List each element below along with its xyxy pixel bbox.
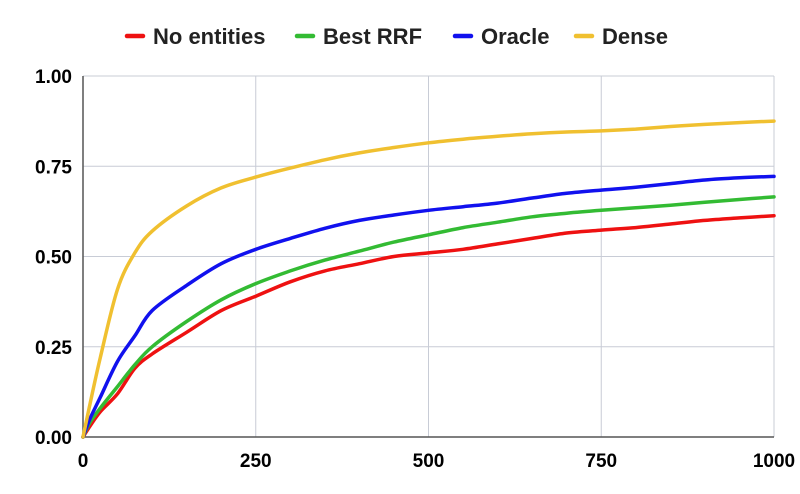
y-tick-label: 0.25 [35,338,72,359]
legend-item-best-rrf[interactable]: Best RRF [294,24,422,49]
series-line-dense [81,119,776,439]
x-tick-label: 1000 [753,451,795,472]
series-line-no-entities [81,213,776,439]
x-tick-label: 500 [413,451,445,472]
series-lines [81,119,776,439]
tick-labels: 0.00 0.25 0.50 0.75 1.00 0 250 500 750 1000 [35,67,795,472]
legend-label: No entities [153,24,265,49]
legend-item-dense[interactable]: Dense [573,24,668,49]
y-tick-label: 0.75 [35,157,72,178]
x-tick-label: 250 [240,451,272,472]
x-tick-label: 750 [585,451,617,472]
y-tick-label: 1.00 [35,67,72,88]
legend-label: Dense [602,24,668,49]
x-tick-label: 0 [78,451,89,472]
legend-label: Oracle [481,24,550,49]
legend-label: Best RRF [323,24,422,49]
legend[interactable]: No entities Best RRF Oracle Dense [124,24,668,49]
y-tick-label: 0.50 [35,248,72,269]
legend-item-no-entities[interactable]: No entities [124,24,265,49]
y-tick-label: 0.00 [35,428,72,449]
grid-lines [82,75,775,438]
axes [82,76,774,438]
series-line-oracle [81,174,776,439]
series-line-best-rrf [81,195,776,439]
legend-item-oracle[interactable]: Oracle [452,24,550,49]
